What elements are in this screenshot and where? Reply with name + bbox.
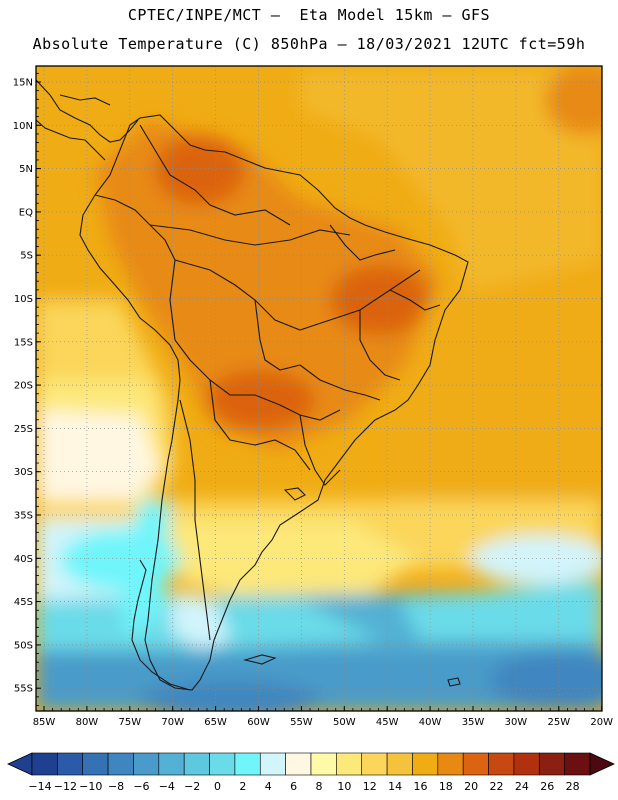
colorbar-swatch — [310, 752, 337, 776]
colorbar-swatch — [412, 752, 439, 776]
colorbar-label: 2 — [239, 780, 246, 793]
map-frame — [35, 65, 603, 712]
colorbar-swatch — [183, 752, 210, 776]
colorbar-swatch — [462, 752, 489, 776]
colorbar-swatch — [57, 752, 84, 776]
lat-label: 55S — [14, 684, 33, 695]
latitude-axis: 15N 10N 5N EQ 5S 10S 15S 20S 25S 30S 35S 40S 45S 50S 5… — [13, 72, 41, 706]
colorbar-swatch — [82, 752, 109, 776]
lon-label: 65W — [204, 717, 227, 728]
colorbar-label: −14 — [28, 780, 51, 793]
colorbar-swatch — [259, 752, 286, 776]
lat-label: 10S — [14, 294, 33, 305]
colorbar-label: 4 — [265, 780, 272, 793]
colorbar-swatch — [513, 752, 540, 776]
colorbar — [7, 752, 615, 776]
colorbar-swatch — [234, 752, 261, 776]
lat-label: 35S — [14, 511, 33, 522]
colorbar-label: 12 — [363, 780, 377, 793]
lon-label: 60W — [247, 717, 270, 728]
colorbar-label: 8 — [316, 780, 323, 793]
colorbar-label: −4 — [159, 780, 175, 793]
colorbar-label: 16 — [413, 780, 427, 793]
lat-label: 45S — [14, 597, 33, 608]
colorbar-swatch — [488, 752, 515, 776]
continent-outline — [36, 79, 469, 691]
colorbar-swatch — [386, 752, 413, 776]
map-title-line1: CPTEC/INPE/MCT – Eta Model 15km – GFS — [127, 6, 491, 24]
lat-label: 10N — [13, 121, 33, 132]
colorbar-labels: −14 −12 −10 −8 −6 −4 −2 0 2 4 6 8 10 12 14 16 18 20 22 24 26… — [28, 780, 579, 793]
lon-label: 30W — [505, 717, 528, 728]
lat-label: 50S — [14, 640, 33, 651]
colorbar-swatch — [336, 752, 363, 776]
colorbar-label: −8 — [108, 780, 124, 793]
lon-label: 55W — [290, 717, 313, 728]
colorbar-label: 28 — [566, 780, 580, 793]
lon-label: 85W — [33, 717, 56, 728]
colorbar-swatch — [285, 752, 312, 776]
colorbar-swatch — [31, 752, 58, 776]
colorbar-label: 22 — [490, 780, 504, 793]
lat-label: 30S — [14, 467, 33, 478]
lat-label: 15N — [13, 78, 33, 89]
lon-label: 45W — [376, 717, 399, 728]
colorbar-label: 26 — [540, 780, 554, 793]
lat-label: 5S — [20, 251, 33, 262]
colorbar-swatch — [107, 752, 134, 776]
colorbar-label: 18 — [439, 780, 453, 793]
map-title-line2: Absolute Temperature (C) 850hPa – 18/03/… — [32, 35, 586, 53]
lat-label: 25S — [14, 424, 33, 435]
colorbar-label: 24 — [515, 780, 529, 793]
colorbar-label: 20 — [464, 780, 478, 793]
lat-label: 20S — [14, 381, 33, 392]
colorbar-swatch — [538, 752, 565, 776]
lon-label: 35W — [462, 717, 485, 728]
lon-label: 75W — [118, 717, 141, 728]
temperature-field — [36, 66, 602, 711]
colorbar-label: 14 — [388, 780, 402, 793]
colorbar-label: 10 — [337, 780, 351, 793]
lon-label: 80W — [76, 717, 99, 728]
colorbar-label: −12 — [54, 780, 77, 793]
colorbar-swatch — [361, 752, 388, 776]
lat-label: 5N — [19, 164, 33, 175]
colorbar-swatch — [209, 752, 236, 776]
lat-label: EQ — [19, 207, 33, 218]
colorbar-swatch — [437, 752, 464, 776]
colorbar-label: 6 — [290, 780, 297, 793]
lon-label: 50W — [333, 717, 356, 728]
colorbar-label: 0 — [214, 780, 221, 793]
colorbar-swatch — [133, 752, 160, 776]
lat-label: 15S — [14, 337, 33, 348]
colorbar-max-arrow — [589, 752, 615, 776]
colorbar-label: −2 — [184, 780, 200, 793]
lon-label: 70W — [161, 717, 184, 728]
lon-label: 40W — [419, 717, 442, 728]
lon-label: 25W — [547, 717, 570, 728]
colorbar-swatch — [564, 752, 591, 776]
lat-label: 40S — [14, 554, 33, 565]
lon-label: 20W — [590, 717, 613, 728]
colorbar-label: −6 — [133, 780, 149, 793]
colorbar-min-arrow — [7, 752, 33, 776]
colorbar-swatch — [158, 752, 185, 776]
longitude-axis: 85W 80W 75W 70W 65W 60W 55W 50W 45W 40W 35W 30W 25W 2… — [33, 706, 613, 728]
colorbar-label: −10 — [79, 780, 102, 793]
